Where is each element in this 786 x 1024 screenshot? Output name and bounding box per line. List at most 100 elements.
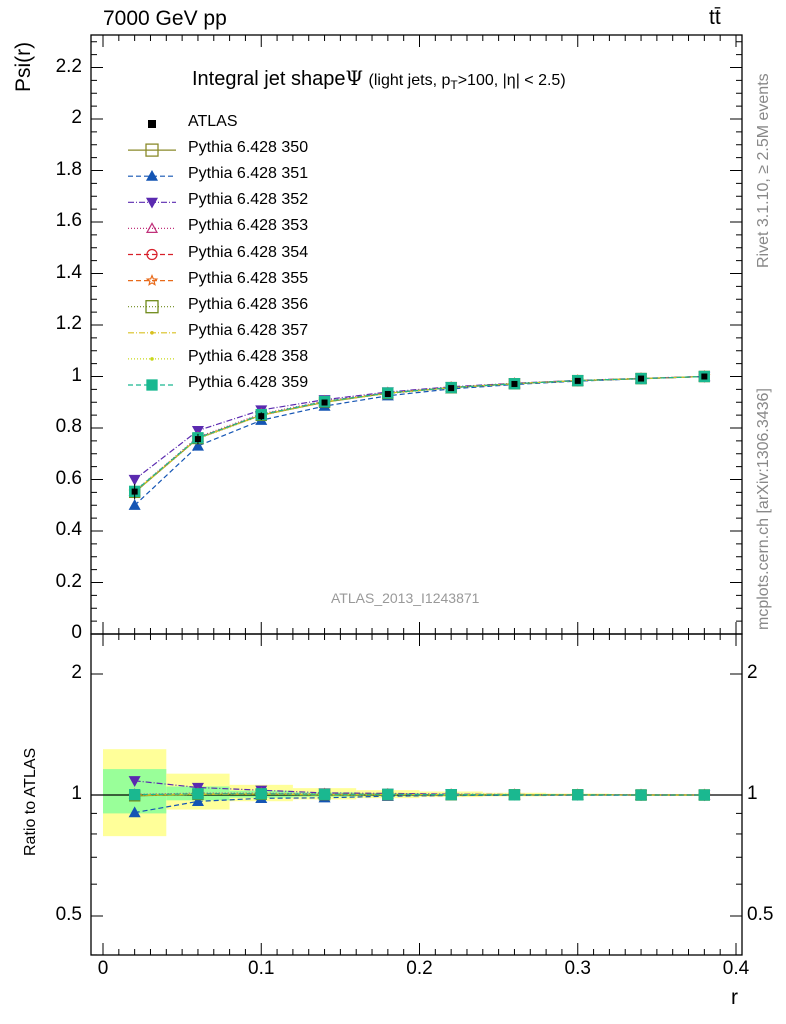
- legend-label-2: Pythia 6.428 352: [188, 191, 309, 209]
- xtick-label: 0.2: [406, 958, 433, 979]
- data-point: [638, 375, 645, 382]
- main-series-line-9: [134, 375, 705, 492]
- legend-marker-4: [146, 248, 158, 261]
- legend-marker-0: [145, 143, 159, 157]
- main-ytick-label: 0: [71, 622, 82, 643]
- ratio-point-1-0: [128, 806, 141, 818]
- main-point-2-0: [128, 474, 141, 486]
- main-series-line-5: [134, 375, 705, 493]
- legend-label-8: Pythia 6.428 358: [188, 347, 309, 365]
- ratio-ytick-label-right: 1: [747, 783, 758, 804]
- header-right-label: tt̄: [709, 6, 721, 29]
- ratio-ytick-label: 1: [71, 783, 82, 804]
- main-series-line-1: [134, 375, 705, 506]
- main-ytick-label: 0.2: [55, 570, 82, 592]
- main-series-lines: [128, 369, 711, 510]
- ratio-ytick-label-right: 0.5: [747, 904, 774, 925]
- ratio-ytick-label: 2: [71, 662, 82, 683]
- ratio-series-line-9: [134, 793, 705, 796]
- main-ytick-label: 1.6: [55, 210, 82, 231]
- main-ytick-label: 2.2: [55, 55, 82, 77]
- data-point: [194, 436, 201, 443]
- data-point: [321, 399, 328, 406]
- ratio-point-9-9: [698, 789, 710, 801]
- legend-label-1: Pythia 6.428 351: [188, 165, 309, 183]
- legend-label-3: Pythia 6.428 353: [188, 217, 309, 235]
- data-point: [258, 413, 265, 420]
- legend-label-5: Pythia 6.428 355: [188, 269, 309, 287]
- legend-markers: [128, 120, 176, 391]
- main-ytick-label: 1: [71, 364, 82, 386]
- legend-marker-7: [150, 331, 154, 335]
- legend-label-6: Pythia 6.428 356: [188, 295, 309, 313]
- title-sub-t: T: [450, 78, 458, 93]
- header-left-label: 7000 GeV pp: [103, 7, 227, 30]
- main-y-axis-label: Psi(r): [12, 41, 35, 92]
- main-series-line-6: [134, 375, 705, 493]
- legend-marker-3: [145, 222, 159, 233]
- xtick-label: 0.1: [248, 958, 275, 979]
- x-axis-label: r: [731, 986, 738, 1009]
- legend-marker-8: [150, 357, 154, 361]
- legend-data-marker: [148, 120, 156, 128]
- ratio-ytick-label: 0.5: [55, 904, 82, 925]
- ratio-point-9-0: [128, 789, 141, 801]
- main-point-1-1: [191, 439, 204, 451]
- main-point-1-0: [128, 499, 141, 510]
- ratio-ytick-label-right: 2: [747, 662, 758, 683]
- main-ytick-label: 1.8: [55, 158, 82, 180]
- data-point: [448, 385, 455, 392]
- legend-label-0: Pythia 6.428 350: [188, 139, 309, 157]
- analysis-watermark: ATLAS_2013_I1243871: [331, 590, 480, 606]
- rivet-version-label: Rivet 3.1.10, ≥ 2.5M events: [755, 73, 772, 268]
- main-ytick-label: 1.4: [55, 261, 82, 283]
- ratio-series-lines: [91, 776, 742, 818]
- legend-marker-9: [146, 379, 158, 391]
- data-point: [131, 488, 138, 495]
- legend-label-9: Pythia 6.428 359: [188, 374, 309, 391]
- legend-marker-6: [145, 300, 159, 314]
- legend-marker-5: [145, 274, 159, 286]
- ratio-point-9-1: [192, 788, 204, 800]
- main-ytick-label: 1.2: [55, 313, 82, 334]
- ratio-point-9-3: [318, 788, 331, 800]
- legend-marker-1: [145, 169, 159, 181]
- main-ytick-label: 0.6: [55, 467, 82, 489]
- ratio-point-9-7: [572, 789, 584, 801]
- legend-marker-2: [145, 197, 159, 209]
- ratio-point-2-0: [128, 776, 141, 787]
- ratio-point-1-1: [191, 795, 204, 807]
- ratio-point-9-6: [508, 789, 521, 801]
- main-series-line-0: [134, 375, 705, 493]
- ratio-point-9-5: [445, 789, 457, 801]
- mcplots-label: mcplots.cern.ch [arXiv:1306.3436]: [755, 388, 772, 630]
- main-plot-title: Integral jet shapeΨ (light jets, pT>100,…: [192, 66, 566, 92]
- main-ytick-label: 0.4: [55, 519, 82, 540]
- ratio-y-axis-label: Ratio to ATLAS: [22, 747, 39, 856]
- main-series-line-8: [134, 375, 705, 493]
- main-series-line-7: [134, 375, 705, 493]
- title-psi-symbol: Ψ: [345, 66, 363, 90]
- data-point: [511, 380, 518, 387]
- xtick-label: 0.3: [564, 958, 591, 979]
- legend-label-data: ATLAS: [188, 113, 238, 130]
- ratio-point-9-2: [255, 788, 267, 800]
- data-point: [384, 391, 391, 398]
- title-subtitle-rest: >100, |η| < 2.5): [457, 72, 566, 89]
- main-series-line-4: [134, 375, 705, 493]
- main-ytick-label: 2: [71, 107, 82, 128]
- data-point: [574, 377, 581, 384]
- axis-ticks: [91, 35, 742, 956]
- legend-label-7: Pythia 6.428 357: [188, 321, 309, 339]
- xtick-label: 0.4: [722, 958, 750, 979]
- main-series-line-3: [134, 375, 705, 492]
- main-ytick-label: 0.8: [55, 416, 82, 437]
- xtick-label: 0: [97, 958, 109, 979]
- data-point: [701, 373, 708, 380]
- ratio-point-9-8: [635, 789, 647, 801]
- legend-label-4: Pythia 6.428 354: [188, 243, 309, 261]
- title-text: Integral jet shape: [192, 68, 346, 90]
- ratio-point-9-4: [382, 788, 394, 800]
- title-subtitle: (light jets, p: [368, 72, 451, 89]
